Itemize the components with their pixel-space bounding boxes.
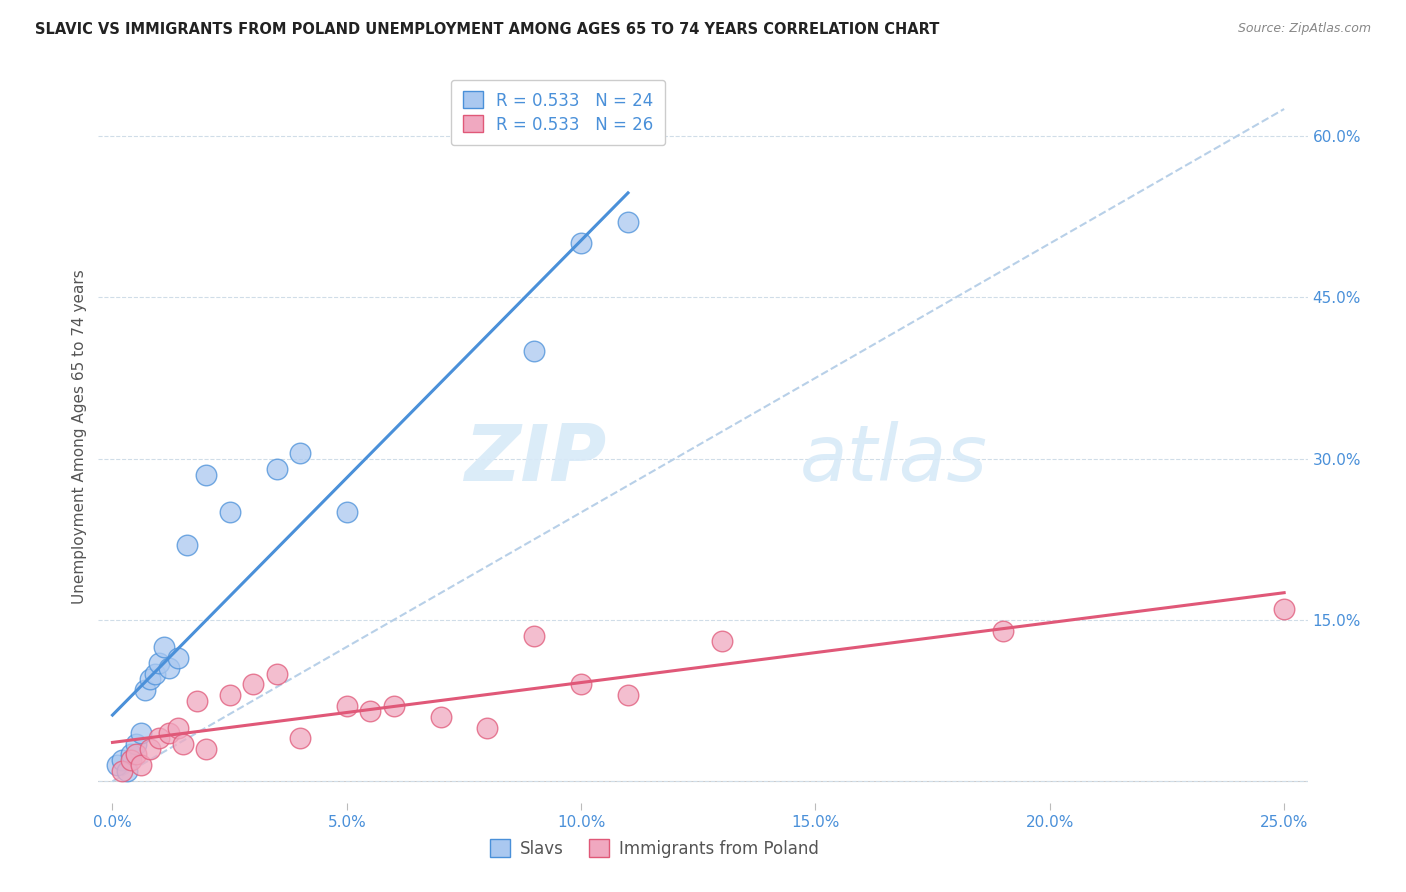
Y-axis label: Unemployment Among Ages 65 to 74 years: Unemployment Among Ages 65 to 74 years [72, 269, 87, 605]
Point [477, 721, 499, 735]
Point [111, 764, 134, 778]
Point [336, 698, 359, 713]
Point [157, 726, 180, 740]
Point [266, 462, 288, 476]
Point [115, 764, 138, 778]
Point [288, 731, 311, 746]
Point [125, 747, 148, 762]
Point [120, 753, 142, 767]
Point [336, 505, 359, 519]
Text: atlas: atlas [800, 421, 987, 497]
Text: Source: ZipAtlas.com: Source: ZipAtlas.com [1237, 22, 1371, 36]
Point [1272, 602, 1295, 616]
Point [288, 446, 311, 460]
Point [429, 710, 451, 724]
Point [157, 661, 180, 675]
Point [167, 650, 190, 665]
Point [148, 731, 170, 746]
Point [186, 693, 208, 707]
Text: ZIP: ZIP [464, 421, 606, 497]
Point [111, 753, 134, 767]
Point [105, 758, 128, 772]
Point [143, 666, 166, 681]
Point [523, 629, 546, 643]
Point [153, 640, 176, 654]
Point [176, 538, 198, 552]
Point [569, 236, 592, 251]
Point [148, 656, 170, 670]
Point [129, 726, 152, 740]
Point [242, 677, 264, 691]
Point [195, 467, 218, 482]
Point [172, 737, 194, 751]
Point [266, 666, 288, 681]
Point [382, 698, 405, 713]
Point [167, 721, 190, 735]
Point [569, 677, 592, 691]
Point [195, 742, 218, 756]
Point [617, 688, 640, 702]
Point [120, 747, 142, 762]
Legend: Slavs, Immigrants from Poland: Slavs, Immigrants from Poland [481, 830, 830, 868]
Point [359, 705, 381, 719]
Point [523, 344, 546, 359]
Point [617, 215, 640, 229]
Text: SLAVIC VS IMMIGRANTS FROM POLAND UNEMPLOYMENT AMONG AGES 65 TO 74 YEARS CORRELAT: SLAVIC VS IMMIGRANTS FROM POLAND UNEMPLO… [35, 22, 939, 37]
Point [139, 672, 162, 686]
Point [139, 742, 162, 756]
Point [218, 505, 240, 519]
Point [129, 758, 152, 772]
Point [134, 682, 156, 697]
Point [710, 634, 733, 648]
Point [125, 737, 148, 751]
Point [991, 624, 1014, 638]
Point [218, 688, 240, 702]
